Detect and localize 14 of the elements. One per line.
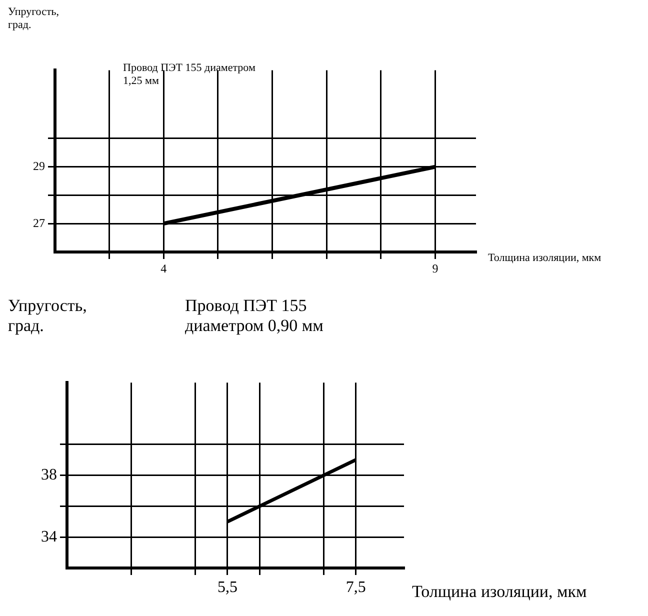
x-tick-label: 5,5 xyxy=(217,578,238,596)
x-axis-title: Толщина изоляции, мкм xyxy=(488,252,602,266)
y-axis-title: Упругость, град. xyxy=(8,296,88,337)
y-tick-label: 34 xyxy=(41,528,57,546)
x-tick-label: 7,5 xyxy=(346,578,366,596)
chart-title: Провод ПЭТ 155 диаметром 0,90 мм xyxy=(185,296,324,337)
y-tick-label: 29 xyxy=(33,158,45,173)
y-tick-label: 38 xyxy=(41,466,57,484)
chart-title: Провод ПЭТ 155 диаметром 1,25 мм xyxy=(123,62,256,88)
x-tick-label: 9 xyxy=(432,261,438,276)
x-tick-label: 4 xyxy=(160,261,167,276)
x-axis-title: Толщина изоляции, мкм xyxy=(412,582,588,602)
y-axis-title: Упругость, град. xyxy=(8,6,60,32)
y-tick-label: 27 xyxy=(33,216,45,230)
